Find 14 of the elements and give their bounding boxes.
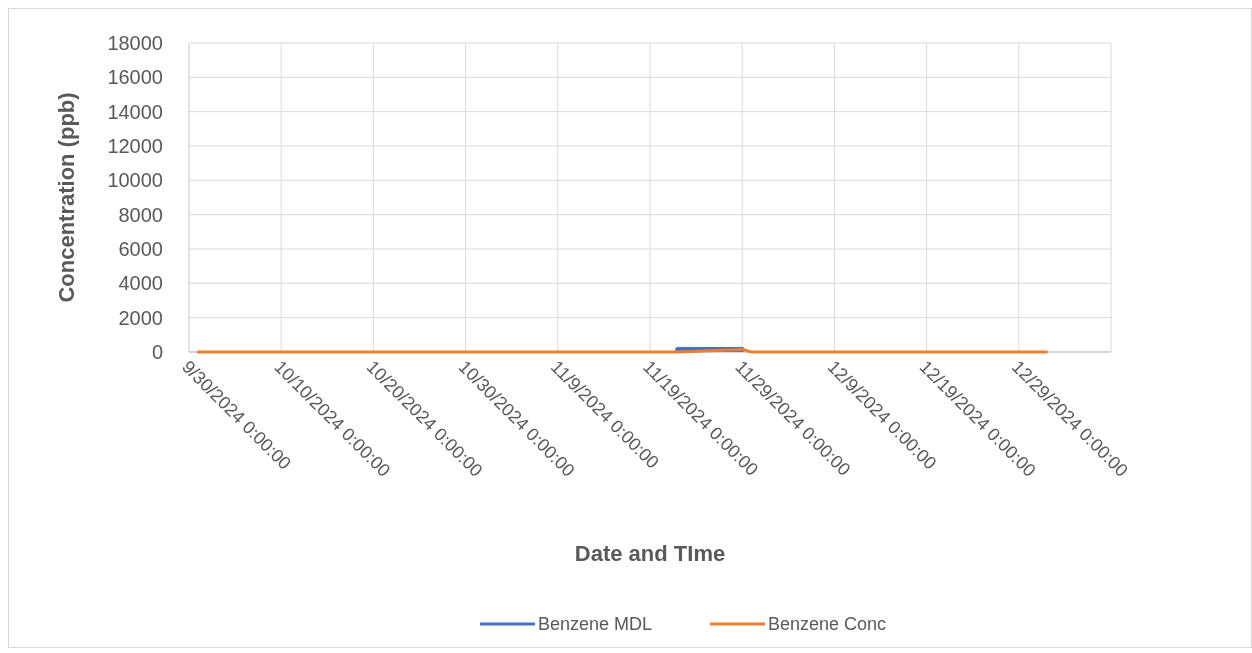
y-tick-label: 8000 [118,203,163,226]
y-tick-label: 18000 [107,32,163,54]
y-tick-label: 2000 [118,306,163,329]
y-tick-label: 6000 [118,238,163,260]
legend-label: Benzene MDL [538,614,653,635]
y-tick-label: 0 [151,341,163,363]
y-tick-label: 10000 [107,169,163,192]
y-tick-label: 4000 [118,272,163,295]
y-axis-title: Concentration (ppb) [54,92,79,303]
legend-label: Benzene Conc [768,614,887,635]
y-tick-label: 12000 [107,135,163,157]
y-tick-label: 14000 [107,100,163,123]
x-axis-title: Date and TIme [574,541,726,566]
y-tick-label: 16000 [107,66,163,89]
